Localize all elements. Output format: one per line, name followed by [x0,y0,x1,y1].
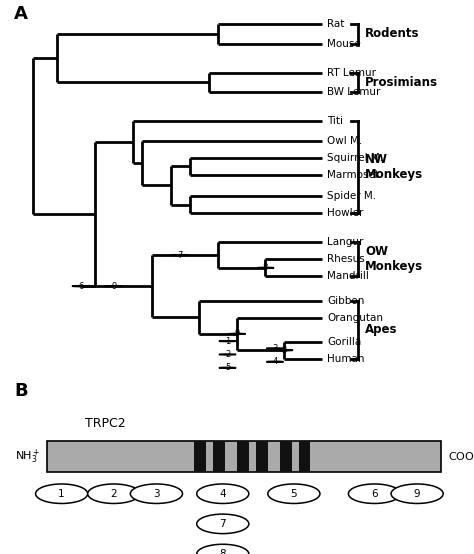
Text: 2: 2 [225,350,230,359]
Bar [256,440,268,473]
Bar [194,440,206,473]
Text: Rhesus: Rhesus [327,254,365,264]
Text: Langur: Langur [327,237,364,248]
Text: Titi: Titi [327,116,343,126]
Bar [280,440,292,473]
Text: 3: 3 [272,344,278,353]
Circle shape [276,350,293,351]
Text: Human: Human [327,353,365,364]
Text: 7: 7 [219,519,226,529]
Text: Mandrill: Mandrill [327,271,369,281]
Text: 7: 7 [177,250,183,260]
Circle shape [266,361,283,362]
Text: Apes: Apes [365,323,398,336]
Text: Rodents: Rodents [365,28,419,40]
Text: Rat: Rat [327,19,345,29]
Bar [47,440,441,473]
Text: 9: 9 [111,281,117,291]
Text: 9: 9 [234,330,240,338]
Bar [299,440,310,473]
Text: NW
Monkeys: NW Monkeys [365,153,423,181]
Text: Orangutan: Orangutan [327,312,383,322]
Text: 1: 1 [225,337,230,346]
Text: Owl M.: Owl M. [327,136,362,146]
Text: 9: 9 [414,489,420,499]
Circle shape [197,484,249,504]
Text: 2: 2 [110,489,117,499]
Text: TRPC2: TRPC2 [85,417,126,430]
Text: 1: 1 [58,489,65,499]
Text: 4: 4 [219,489,226,499]
Text: Spider M.: Spider M. [327,191,376,201]
Circle shape [88,484,140,504]
Circle shape [219,354,236,355]
Circle shape [348,484,401,504]
Text: B: B [14,382,28,400]
Circle shape [268,484,320,504]
Text: 6: 6 [371,489,378,499]
Text: OW
Monkeys: OW Monkeys [365,245,423,273]
Text: 3: 3 [153,489,160,499]
Text: Mouse: Mouse [327,39,361,49]
Text: 4: 4 [272,357,278,366]
Text: NH$_3^+$: NH$_3^+$ [15,447,40,466]
Circle shape [219,341,236,342]
Text: 6: 6 [78,281,83,291]
Text: Prosimians: Prosimians [365,76,438,89]
Circle shape [219,367,236,368]
Circle shape [266,348,283,349]
Text: 3: 3 [282,346,287,355]
Text: RT Lemur: RT Lemur [327,68,376,78]
Text: Squirrel M.: Squirrel M. [327,152,383,162]
Text: Howler: Howler [327,208,364,218]
Text: 8: 8 [219,549,226,554]
Text: A: A [14,5,28,23]
Text: Gorilla: Gorilla [327,337,361,347]
Text: Marmoset: Marmoset [327,170,379,179]
Text: 5: 5 [291,489,297,499]
Circle shape [197,544,249,554]
Bar [237,440,249,473]
Bar [213,440,225,473]
Text: COO$^-$: COO$^-$ [448,450,474,463]
Text: Gibbon: Gibbon [327,295,365,306]
Circle shape [36,484,88,504]
Circle shape [130,484,182,504]
Text: BW Lemur: BW Lemur [327,87,381,97]
Text: 5: 5 [225,363,230,372]
Text: 8: 8 [263,263,268,273]
Circle shape [391,484,443,504]
Circle shape [197,514,249,534]
